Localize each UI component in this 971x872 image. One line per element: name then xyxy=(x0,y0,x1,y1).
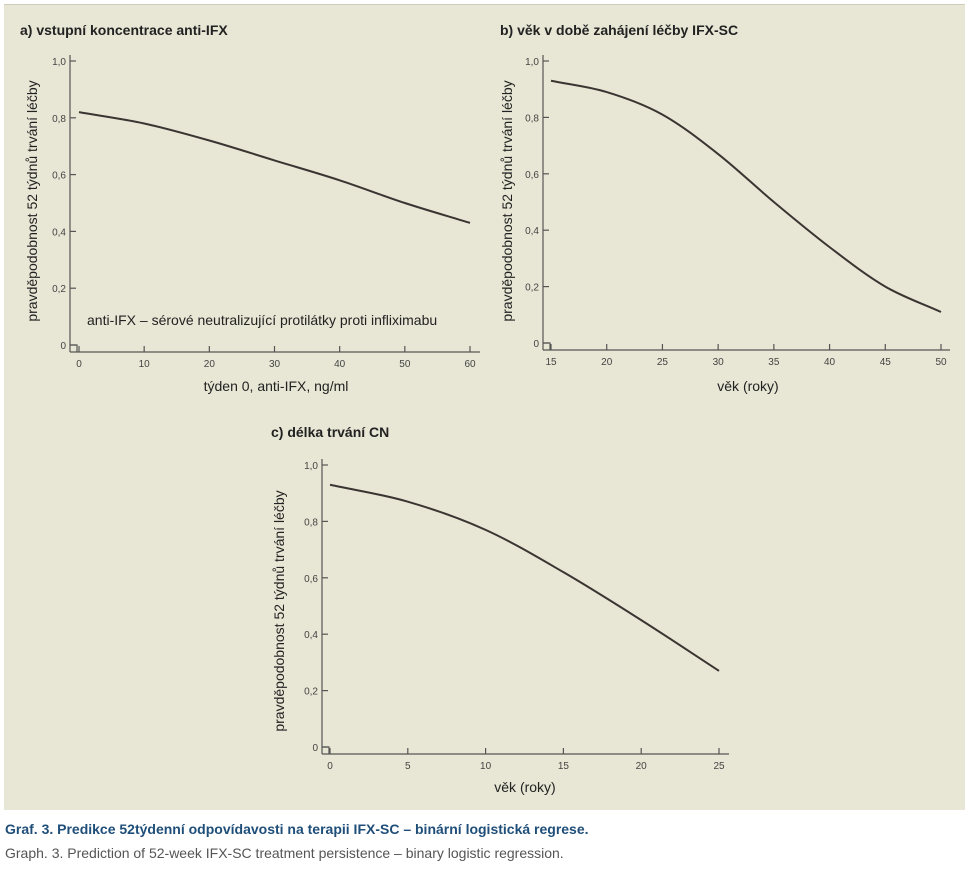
chart-a-title: a) vstupní koncentrace anti-IFX xyxy=(20,22,228,38)
chart-b-x-tick-label: 50 xyxy=(935,357,947,368)
chart-b-x-tick-label: 20 xyxy=(601,357,613,368)
chart-a-origin-bracket xyxy=(70,344,78,352)
chart-b-y-tick-label: 0,4 xyxy=(525,226,539,237)
chart-b-x-tick-label: 35 xyxy=(768,357,780,368)
chart-a-y-tick-label: 1,0 xyxy=(52,57,66,68)
chart-b-ylabel: pravděpodobnost 52 týdnů trvání léčby xyxy=(499,80,515,321)
chart-a-y-tick-label: 0,2 xyxy=(52,284,66,295)
chart-c-title: c) délka trvání CN xyxy=(271,424,389,440)
chart-a-y-tick-label: 0,8 xyxy=(52,114,66,125)
chart-b-y-tick-label: 0 xyxy=(533,339,539,350)
chart-c-y-tick-label: 0 xyxy=(312,743,318,754)
chart-c-y-tick-label: 0,4 xyxy=(304,630,318,641)
chart-a-xlabel: týden 0, anti-IFX, ng/ml xyxy=(204,378,349,394)
chart-c-y-tick-label: 0,6 xyxy=(304,574,318,585)
chart-a-ylabel: pravděpodobnost 52 týdnů trvání léčby xyxy=(24,80,40,321)
chart-b-series-line xyxy=(550,79,942,313)
chart-area: a) vstupní koncentrace anti-IFX pravděpo… xyxy=(20,22,950,795)
chart-b-x-tick-label: 30 xyxy=(713,357,725,368)
chart-a-y-tick-label: 0 xyxy=(60,341,66,352)
figure-caption-czech: Graf. 3. Predikce 52týdenní odpovídavost… xyxy=(5,821,589,837)
chart-b-x-tick-label: 40 xyxy=(824,357,836,368)
chart-a-y-tick-label: 0,6 xyxy=(52,171,66,182)
chart-a-x-tick-label: 50 xyxy=(399,359,411,370)
chart-a-x-tick-label: 10 xyxy=(139,359,151,370)
chart-a-x-tick-label: 40 xyxy=(334,359,346,370)
chart-a-x-tick-label: 30 xyxy=(269,359,281,370)
chart-b-vek-zahajeni: b) věk v době zahájení léčby IFX-SC prav… xyxy=(499,22,950,394)
chart-c-x-tick-label: 25 xyxy=(713,761,725,772)
chart-c-y-tick-label: 0,8 xyxy=(304,517,318,528)
chart-c-origin-bracket xyxy=(322,746,330,754)
chart-a-vstupni-koncentrace: a) vstupní koncentrace anti-IFX pravděpo… xyxy=(20,22,480,394)
chart-c-ylabel: pravděpodobnost 52 týdnů trvání léčby xyxy=(271,490,287,731)
chart-b-y-tick-label: 0,2 xyxy=(525,283,539,294)
figure-panel xyxy=(4,4,965,810)
chart-c-x-tick-label: 10 xyxy=(480,761,492,772)
chart-b-x-tick-label: 25 xyxy=(657,357,669,368)
chart-b-origin-bracket xyxy=(543,342,551,350)
chart-b-y-tick-label: 1,0 xyxy=(525,57,539,68)
chart-c-x-tick-label: 15 xyxy=(558,761,570,772)
chart-b-y-tick-label: 0,6 xyxy=(525,170,539,181)
chart-a-x-tick-label: 0 xyxy=(76,359,82,370)
chart-c-x-tick-label: 0 xyxy=(327,761,333,772)
chart-a-x-tick-label: 20 xyxy=(204,359,216,370)
chart-c-series-line xyxy=(329,483,720,672)
chart-a-x-tick-label: 60 xyxy=(464,359,476,370)
figure-caption-english: Graph. 3. Prediction of 52-week IFX-SC t… xyxy=(5,845,564,861)
chart-b-x-tick-label: 15 xyxy=(545,357,557,368)
chart-a-y-tick-label: 0,4 xyxy=(52,227,66,238)
chart-b-y-tick-label: 0,8 xyxy=(525,113,539,124)
chart-c-xlabel: věk (roky) xyxy=(494,779,555,795)
chart-c-y-tick-label: 1,0 xyxy=(304,461,318,472)
chart-c-y-tick-label: 0,2 xyxy=(304,687,318,698)
chart-c-delka-trvani: c) délka trvání CN pravděpodobnost 52 tý… xyxy=(271,424,729,795)
chart-b-xlabel: věk (roky) xyxy=(717,378,778,394)
chart-c-x-tick-label: 5 xyxy=(405,761,411,772)
chart-a-annotation: anti-IFX – sérové neutralizující protilá… xyxy=(87,312,437,328)
chart-b-title: b) věk v době zahájení léčby IFX-SC xyxy=(500,22,738,38)
chart-b-x-tick-label: 45 xyxy=(880,357,892,368)
chart-a-series-line xyxy=(78,111,471,224)
chart-c-x-tick-label: 20 xyxy=(636,761,648,772)
